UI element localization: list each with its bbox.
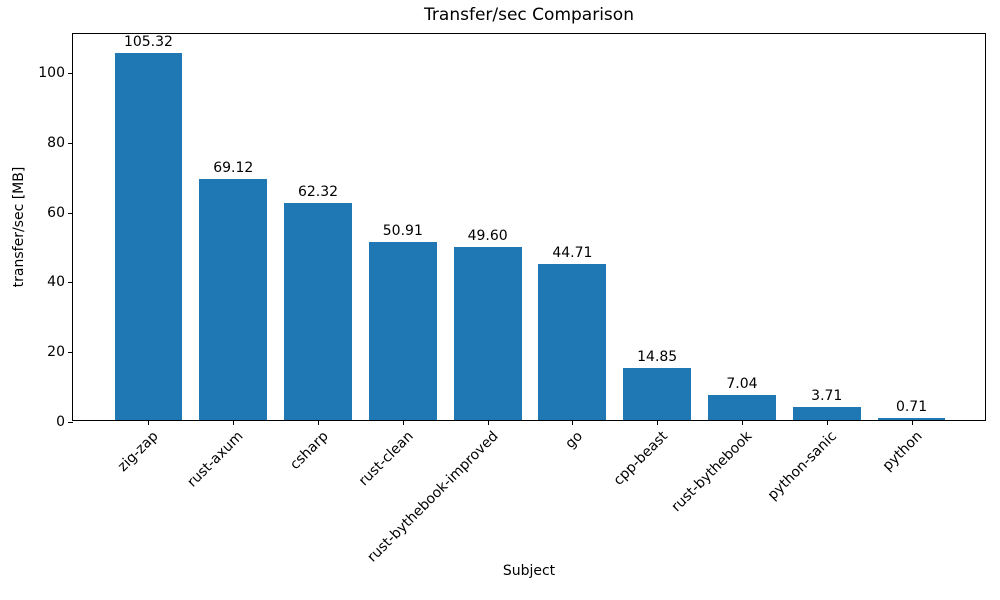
bar xyxy=(284,202,352,420)
x-tick-mark xyxy=(657,420,659,425)
y-tick-mark xyxy=(68,142,73,144)
bar xyxy=(368,242,437,420)
x-tick-mark xyxy=(911,420,913,425)
x-tick-label: go xyxy=(562,428,586,452)
bar-value-label: 7.04 xyxy=(726,376,758,393)
y-tick-mark xyxy=(68,282,73,284)
bar-value-label: 62.32 xyxy=(297,183,339,200)
bar xyxy=(623,368,692,420)
bar-value-label: 0.71 xyxy=(895,398,928,415)
x-tick-label: rust-clean xyxy=(355,428,417,490)
x-tick-label: zig-zap xyxy=(115,428,163,475)
x-tick-mark xyxy=(741,420,743,425)
y-tick-label: 0 xyxy=(56,414,65,430)
bar xyxy=(453,246,522,420)
bar xyxy=(877,417,946,420)
y-tick-label: 20 xyxy=(47,344,65,361)
y-tick-mark xyxy=(68,352,73,354)
x-tick-mark xyxy=(487,420,489,425)
x-tick-mark xyxy=(318,420,320,425)
plot-area: 105.32 zig-zap 69.12 rust-axum 62.32 csharp 50… xyxy=(38,33,986,565)
x-tick-label: python-sanic xyxy=(765,428,841,504)
x-tick-label: csharp xyxy=(287,428,332,473)
y-tick-label: 60 xyxy=(47,204,65,221)
bar xyxy=(114,52,183,420)
bar xyxy=(708,395,776,420)
x-tick-mark xyxy=(402,420,404,425)
bar-value-label: 49.60 xyxy=(467,227,508,244)
bar xyxy=(792,407,861,420)
y-tick-label: 40 xyxy=(47,274,65,291)
x-tick-label: cpp-beast xyxy=(610,428,671,489)
bar-value-label: 69.12 xyxy=(213,159,254,176)
bar-value-label: 44.71 xyxy=(552,245,593,261)
x-axis-label: Subject xyxy=(502,563,556,579)
bar xyxy=(538,264,607,420)
y-tick-label: 80 xyxy=(47,134,65,151)
bar xyxy=(199,178,268,420)
bar-value-label: 105.32 xyxy=(123,33,173,50)
x-tick-label: python xyxy=(879,428,926,475)
chart-title: Transfer/sec Comparison xyxy=(424,5,634,25)
y-tick-mark xyxy=(68,73,73,75)
x-tick-label: rust-bythebook xyxy=(668,428,756,516)
x-tick-mark xyxy=(826,420,828,425)
x-tick-mark xyxy=(572,420,574,425)
x-tick-label: rust-axum xyxy=(184,428,247,491)
y-axis-label: transfer/sec [MB] xyxy=(11,166,27,288)
y-tick-mark xyxy=(68,422,73,423)
y-tick-label: 100 xyxy=(38,65,65,82)
bar-value-label: 50.91 xyxy=(382,223,423,240)
x-tick-mark xyxy=(148,420,150,425)
bar-value-label: 14.85 xyxy=(637,349,678,366)
y-tick-mark xyxy=(68,212,73,214)
x-tick-mark xyxy=(233,420,235,425)
bar-value-label: 3.71 xyxy=(811,388,843,405)
